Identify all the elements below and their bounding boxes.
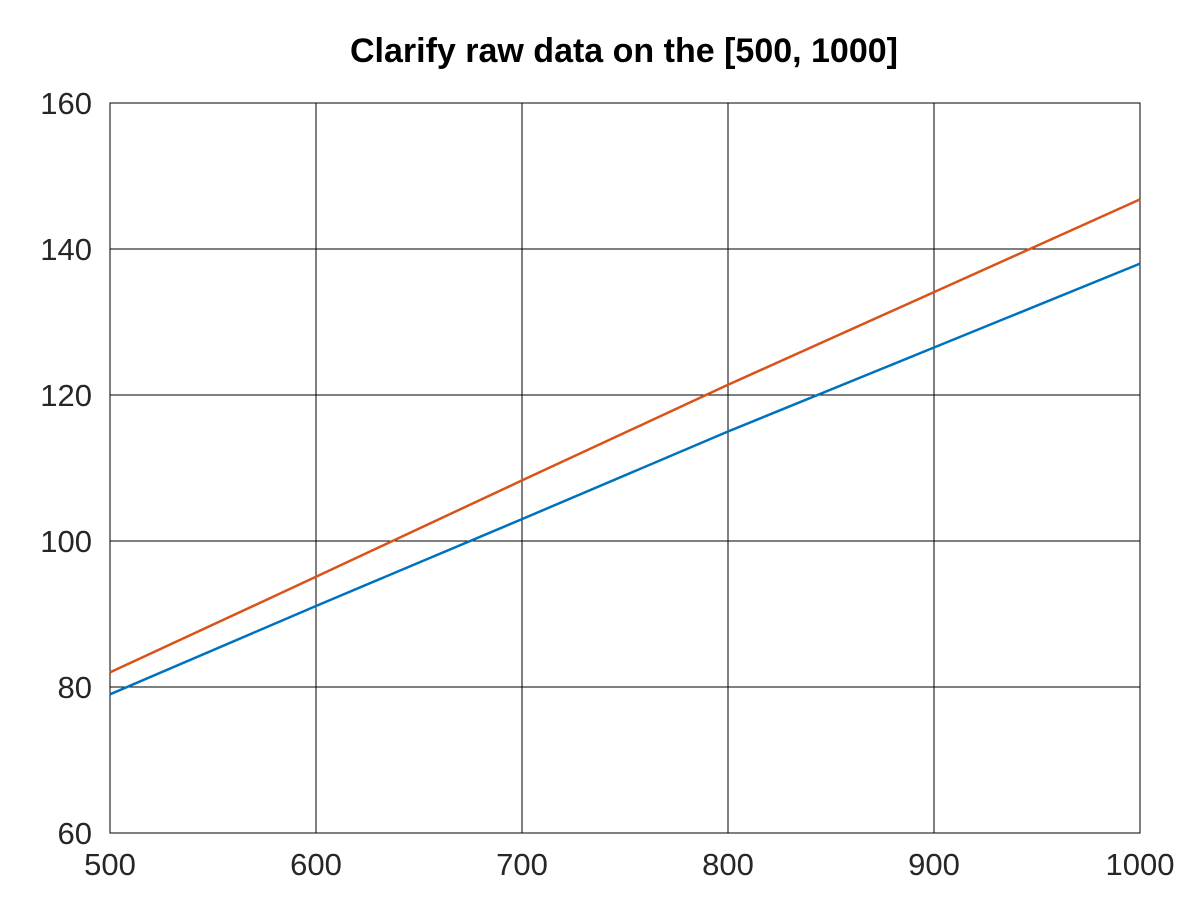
- series-lines: [109, 198, 1141, 696]
- y-tick-label: 120: [40, 378, 92, 413]
- y-tick-label: 160: [40, 86, 92, 121]
- x-tick-label: 700: [496, 847, 548, 882]
- grid-lines: [109, 102, 1141, 834]
- y-tick-label: 140: [40, 232, 92, 267]
- y-axis-ticks: 60 80 100 120 140 160: [40, 86, 119, 851]
- y-tick-label: 60: [58, 816, 92, 851]
- x-tick-label: 1000: [1106, 847, 1175, 882]
- y-tick-label: 80: [58, 670, 92, 705]
- x-tick-label: 600: [290, 847, 342, 882]
- chart-title: Clarify raw data on the [500, 1000]: [350, 32, 898, 70]
- series-line-1: [109, 198, 1141, 674]
- x-axis-ticks: 500 600 700 800 900 1000: [84, 824, 1174, 882]
- y-tick-label: 100: [40, 524, 92, 559]
- x-tick-label: 800: [702, 847, 754, 882]
- x-tick-label: 900: [908, 847, 960, 882]
- x-tick-label: 500: [84, 847, 136, 882]
- plot-area-border: [109, 102, 1141, 834]
- series-line-2: [109, 262, 1141, 696]
